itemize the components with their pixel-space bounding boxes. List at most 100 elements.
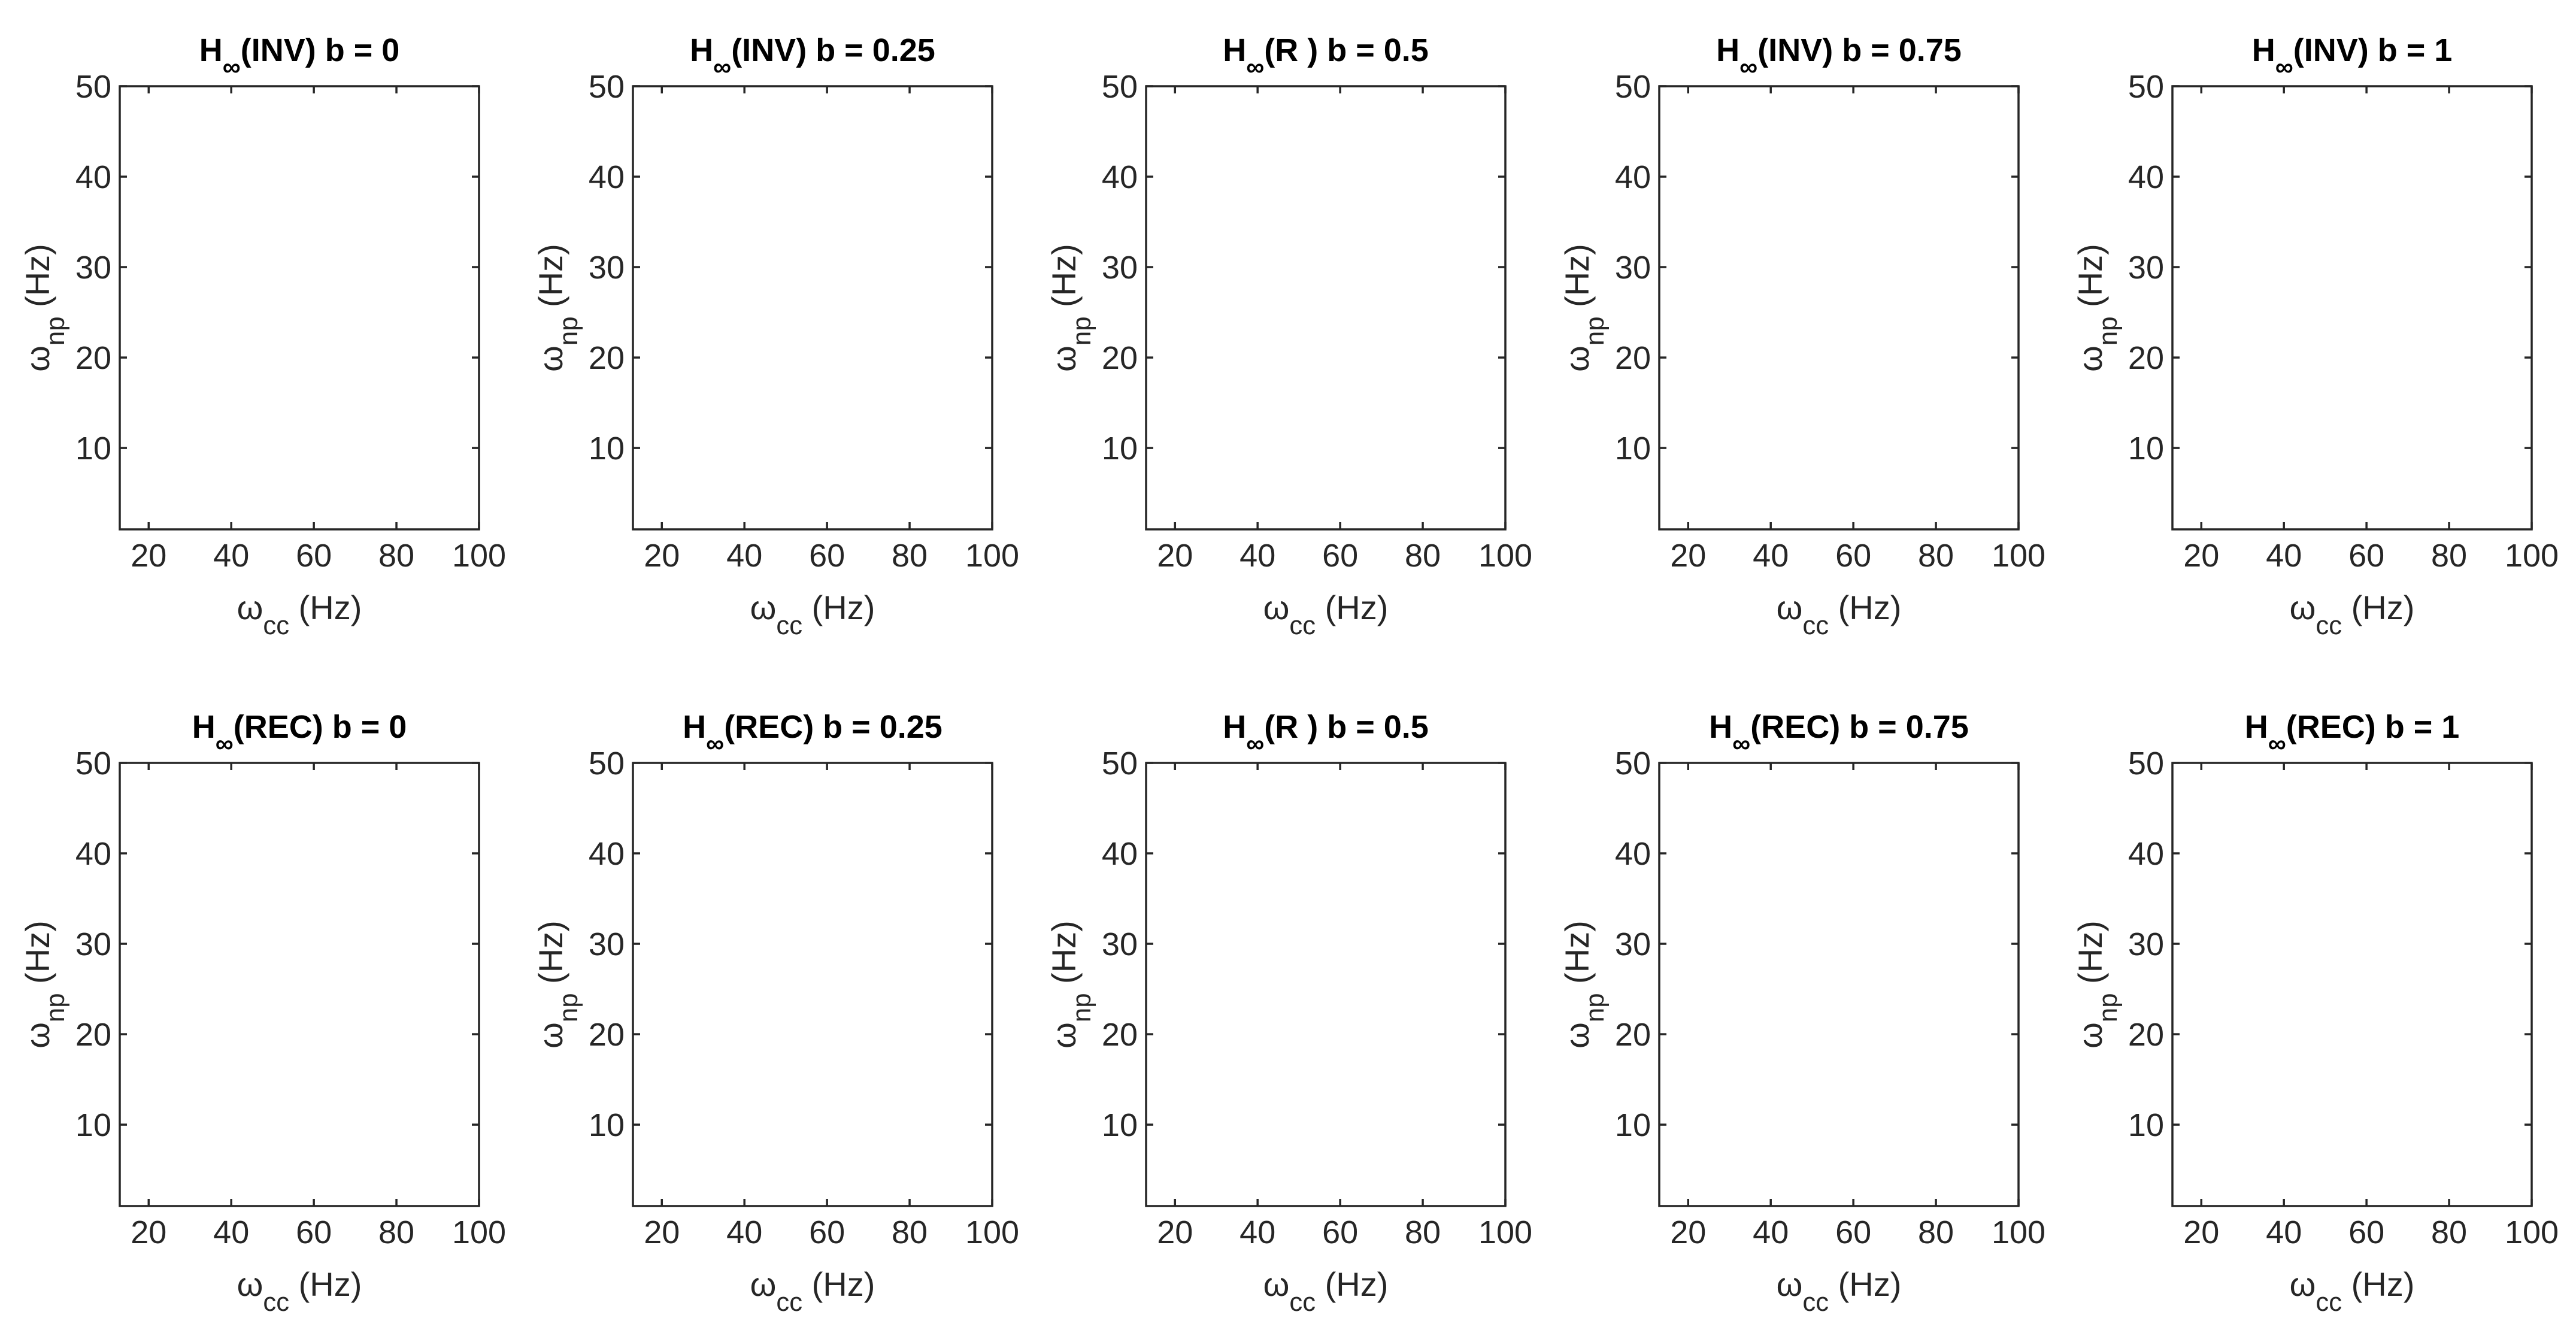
x-tick-label: 80	[1405, 538, 1441, 574]
y-tick-label: 30	[1615, 250, 1651, 286]
y-tick-label: 40	[1615, 836, 1651, 872]
x-tick-label: 40	[1753, 1214, 1789, 1250]
y-tick-label: 10	[2128, 431, 2164, 466]
x-tick-label: 20	[131, 1214, 166, 1250]
y-tick-label: 10	[1615, 1107, 1651, 1143]
x-tick-label: 60	[296, 538, 332, 574]
x-tick-label: 100	[965, 1214, 1019, 1250]
axes-box	[1145, 762, 1507, 1207]
y-tick-label: 20	[1615, 1017, 1651, 1053]
y-axis-label: ωnp (Hz)	[532, 920, 583, 1049]
y-tick-label: 20	[1102, 1017, 1138, 1053]
y-tick-label: 20	[2128, 1017, 2164, 1053]
x-tick-label: 100	[452, 1214, 506, 1250]
x-tick-label: 80	[2431, 1214, 2467, 1250]
x-tick-label: 40	[213, 1214, 249, 1250]
y-tick-label: 50	[589, 746, 625, 781]
y-axis-label: ωnp (Hz)	[1045, 244, 1096, 372]
x-tick-label: 60	[809, 1214, 845, 1250]
x-axis-label: ωcc (Hz)	[1263, 1265, 1389, 1317]
x-tick-label: 60	[1835, 538, 1871, 574]
y-tick-label: 50	[2128, 69, 2164, 105]
subplot-title: H∞(REC) b = 0.25	[683, 709, 942, 758]
y-tick-label: 30	[2128, 926, 2164, 962]
x-tick-label: 60	[2348, 538, 2384, 574]
x-tick-label: 40	[726, 538, 762, 574]
y-tick-label: 10	[589, 431, 625, 466]
y-tick-label: 30	[1102, 250, 1138, 286]
axes-box	[2171, 85, 2533, 531]
subplot-1-4: 3581550204060801001020304050ωcc (Hz)ωnp …	[1558, 32, 2045, 640]
y-tick-label: 40	[2128, 159, 2164, 195]
x-tick-label: 40	[1239, 1214, 1275, 1250]
x-tick-label: 60	[1835, 1214, 1871, 1250]
axes-box	[632, 762, 993, 1207]
y-tick-label: 30	[1102, 926, 1138, 962]
x-tick-label: 80	[2431, 538, 2467, 574]
y-tick-label: 40	[75, 836, 111, 872]
subplot-title: H∞(INV) b = 0.75	[1716, 32, 1962, 81]
subplot-title: H∞(R ) b = 0.5	[1223, 709, 1429, 758]
y-tick-label: 30	[589, 926, 625, 962]
x-tick-label: 20	[1670, 1214, 1706, 1250]
y-tick-label: 40	[1102, 836, 1138, 872]
subplot-2-2: 1.523581550204060801001020304050ωcc (Hz)…	[532, 709, 1019, 1317]
y-tick-label: 40	[589, 159, 625, 195]
subplot-1-1: 1.323581550204060801001020304050ωcc (Hz)…	[19, 32, 506, 640]
x-axis-label: ωcc (Hz)	[237, 1265, 362, 1317]
subplot-2-4: 581550204060801001020304050ωcc (Hz)ωnp (…	[1558, 709, 2045, 1317]
x-tick-label: 20	[1157, 538, 1193, 574]
y-tick-label: 40	[75, 159, 111, 195]
y-tick-label: 20	[589, 340, 625, 376]
y-tick-label: 30	[1615, 926, 1651, 962]
y-tick-label: 50	[75, 746, 111, 781]
x-axis-label: ωcc (Hz)	[237, 589, 362, 640]
y-tick-label: 10	[1102, 431, 1138, 466]
y-tick-label: 30	[589, 250, 625, 286]
x-tick-label: 20	[2183, 538, 2219, 574]
x-tick-label: 60	[1322, 1214, 1358, 1250]
axes-box	[119, 85, 480, 531]
x-axis-label: ωcc (Hz)	[1777, 589, 1902, 640]
x-tick-label: 40	[2266, 538, 2302, 574]
x-tick-label: 80	[892, 538, 928, 574]
y-axis-label: ωnp (Hz)	[1558, 244, 1610, 372]
axes-box	[1658, 762, 2020, 1207]
x-tick-label: 20	[1157, 1214, 1193, 1250]
y-tick-label: 30	[2128, 250, 2164, 286]
x-tick-label: 20	[1670, 538, 1706, 574]
subplot-1-3: 23581550204060801001020304050ωcc (Hz)ωnp…	[1045, 32, 1532, 640]
x-axis-label: ωcc (Hz)	[2290, 589, 2415, 640]
y-tick-label: 20	[1102, 340, 1138, 376]
x-tick-label: 80	[378, 538, 414, 574]
y-tick-label: 30	[75, 926, 111, 962]
x-tick-label: 80	[378, 1214, 414, 1250]
x-axis-label: ωcc (Hz)	[750, 1265, 875, 1317]
x-tick-label: 100	[965, 538, 1019, 574]
axes-box	[1145, 85, 1507, 531]
x-tick-label: 20	[2183, 1214, 2219, 1250]
x-tick-label: 40	[726, 1214, 762, 1250]
y-tick-label: 20	[2128, 340, 2164, 376]
y-axis-label: ωnp (Hz)	[1558, 920, 1610, 1049]
y-axis-label: ωnp (Hz)	[19, 920, 70, 1049]
subplot-title: H∞(INV) b = 1	[2252, 32, 2453, 81]
subplot-title: H∞(R ) b = 0.5	[1223, 32, 1429, 81]
y-axis-label: ωnp (Hz)	[2071, 920, 2123, 1049]
x-tick-label: 100	[2505, 538, 2559, 574]
x-tick-label: 20	[644, 538, 680, 574]
y-tick-label: 20	[75, 340, 111, 376]
x-tick-label: 80	[892, 1214, 928, 1250]
x-tick-label: 60	[296, 1214, 332, 1250]
x-tick-label: 60	[2348, 1214, 2384, 1250]
x-tick-label: 40	[213, 538, 249, 574]
x-tick-label: 60	[809, 538, 845, 574]
axes-box	[1658, 85, 2020, 531]
x-axis-label: ωcc (Hz)	[1263, 589, 1389, 640]
subplot-2-5: 81550204060801001020304050ωcc (Hz)ωnp (H…	[2071, 709, 2559, 1317]
subplot-1-5: 3581550204060801001020304050ωcc (Hz)ωnp …	[2071, 32, 2559, 640]
x-tick-label: 100	[1478, 1214, 1532, 1250]
y-axis-label: ωnp (Hz)	[1045, 920, 1096, 1049]
subplot-title: H∞(REC) b = 0	[192, 709, 407, 758]
